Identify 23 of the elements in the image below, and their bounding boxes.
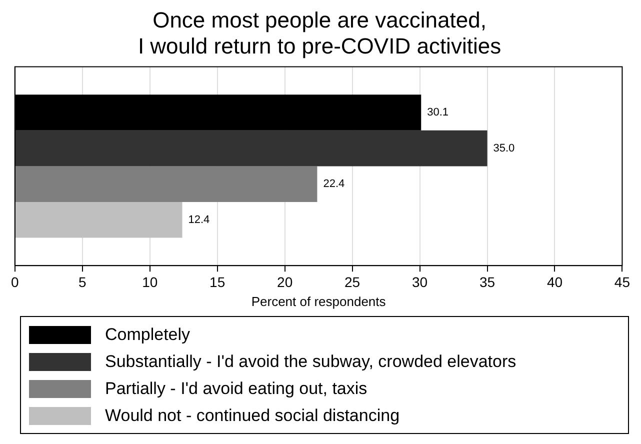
x-tick-label: 45 xyxy=(614,274,630,290)
text: 35.0 xyxy=(493,142,515,154)
x-tick-label: 15 xyxy=(210,274,226,290)
legend-label: Would not - continued social distancing xyxy=(105,406,400,426)
legend-label: Completely xyxy=(105,324,190,344)
x-tick-label: 30 xyxy=(412,274,428,290)
legend-label: Partially - I'd avoid eating out, taxis xyxy=(105,378,368,398)
x-tick-label: 20 xyxy=(277,274,293,290)
bar xyxy=(15,166,318,202)
legend-label: Substantially - I'd avoid the subway, crowded elevators xyxy=(105,352,516,372)
bar xyxy=(15,130,488,166)
bar xyxy=(15,202,182,238)
text: 12.4 xyxy=(188,214,210,226)
chart-title: Once most people are vaccinated, I would return to pre-COVID activities xyxy=(138,7,502,59)
x-tick-label: 0 xyxy=(10,274,19,290)
x-tick-label: 40 xyxy=(546,274,563,290)
x-tick-label: 35 xyxy=(479,274,496,290)
text: 22.4 xyxy=(323,178,345,190)
x-axis-title: Percent of respondents xyxy=(251,294,386,309)
x-tick-label: 25 xyxy=(344,274,360,290)
text: 30.1 xyxy=(427,106,449,119)
x-tick-label: 10 xyxy=(142,274,158,290)
x-tick-label: 5 xyxy=(78,274,86,290)
